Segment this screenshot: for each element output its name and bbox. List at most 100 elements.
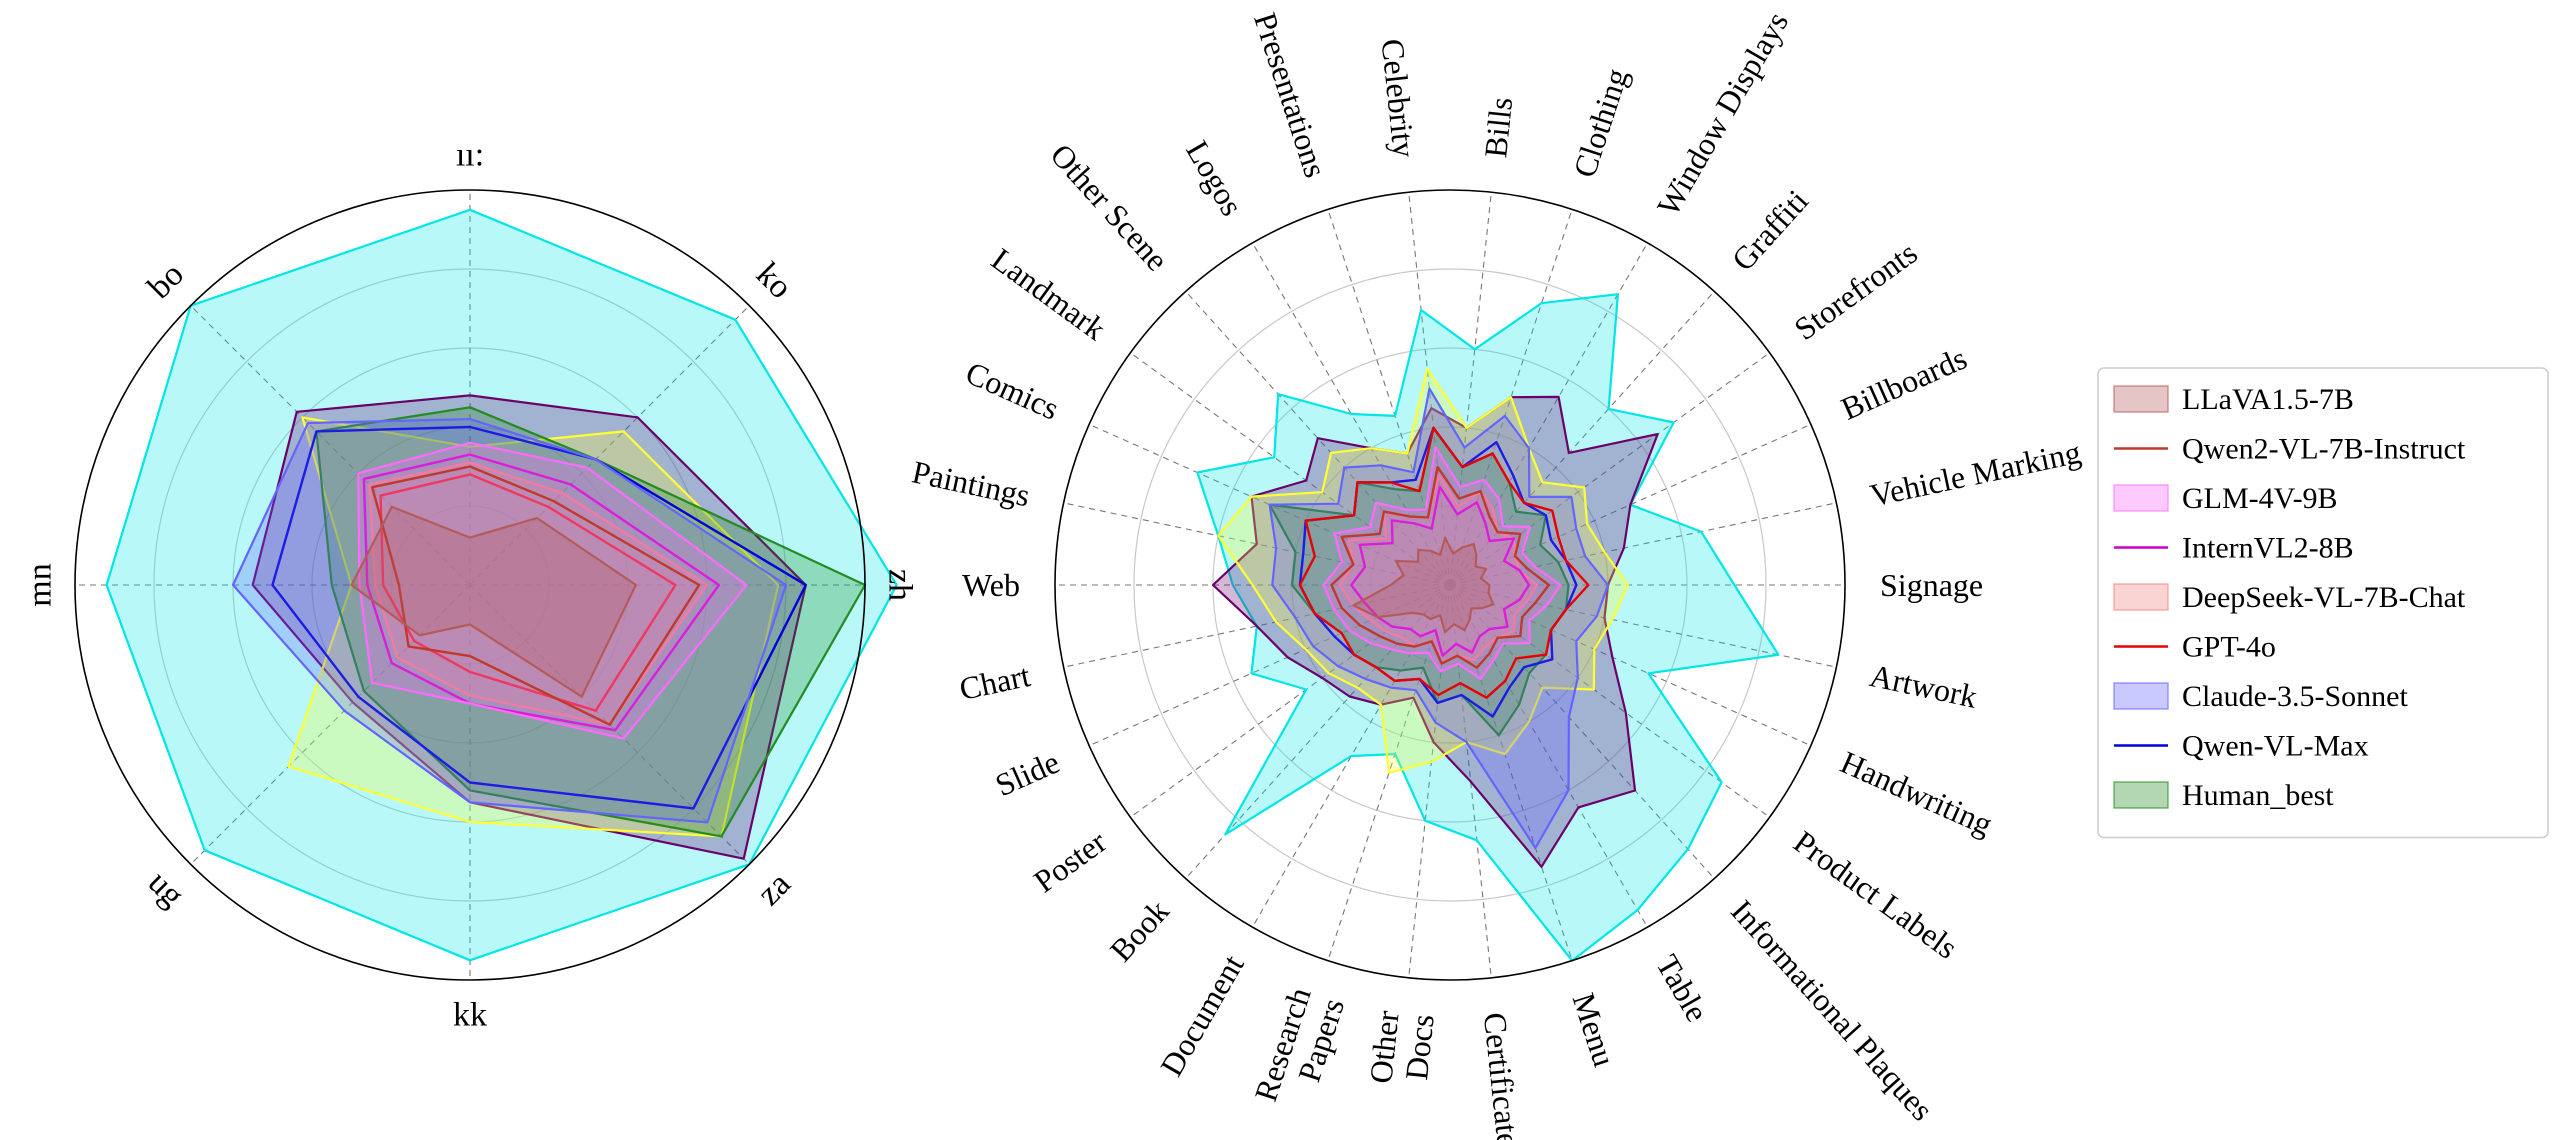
legend-entry: GPT-4o [2114, 631, 2276, 664]
series-qwen2-vl-7b-instruct [371, 465, 701, 726]
legend-entry: InternVL2-8B [2114, 532, 2354, 565]
legend-swatch [2113, 385, 2169, 413]
axis-label-presentations: Presentations [1247, 8, 1334, 181]
axis-label-line: Handwriting [1835, 744, 1997, 843]
axis-label-handwriting: Handwriting [1835, 744, 1997, 843]
axis-label-clothing: Clothing [1566, 64, 1635, 182]
grid-ring [1133, 268, 1767, 902]
axis-label-celebrity: Celebrity [1375, 37, 1423, 159]
axis-label-line: Table [1649, 949, 1715, 1028]
legend-entry: DeepSeek-VL-7B-Chat [2113, 581, 2466, 614]
axis-label-other-scene: Other Scene [1044, 137, 1176, 278]
series-unnamed-11 [1196, 293, 1780, 962]
axis-label-line: Celebrity [1375, 37, 1423, 159]
axis-label-other-docs: OtherDocs [1362, 1009, 1440, 1089]
axis-label-line: Graffiti [1724, 183, 1815, 278]
legend-label: InternVL2-8B [2182, 532, 2354, 565]
axis-label-chart: Chart [956, 657, 1033, 707]
axis-label-line: Comics [960, 354, 1064, 427]
axis-label-web: Web [962, 567, 1020, 603]
legend: LLaVA1.5-7B Qwen2-VL-7B-Instruct GLM-4V-9B… [2097, 367, 2549, 839]
legend-entry: GLM-4V-9B [2113, 482, 2338, 515]
axis-label-bo: bo [141, 256, 191, 306]
axis-label-line: Document [1153, 948, 1251, 1082]
axis-label-kk: kk [453, 997, 487, 1034]
legend-entry: Human_best [2113, 779, 2334, 812]
axis-label-billboards: Billboards [1836, 340, 1972, 427]
axis-label-line: Vehicle Marking [1867, 434, 2084, 514]
axis-label-landmark: Landmark [985, 241, 1113, 347]
legend-label: GPT-4o [2182, 631, 2276, 664]
legend-swatch [2113, 781, 2169, 809]
axis-label-paintings: Paintings [909, 453, 1033, 513]
axis-label-line: Poster [1027, 823, 1113, 899]
axis-label-research-papers: ResearchPapers [1247, 983, 1351, 1117]
axis-label-certificate: Certificate [1477, 1011, 1527, 1140]
axis-label-menu: Menu [1566, 988, 1623, 1070]
axis-label-line: Certificate [1477, 1011, 1527, 1140]
axis-label-bills: Bills [1477, 95, 1519, 159]
axis-label-table: Table [1649, 949, 1715, 1028]
legend-entry: Qwen2-VL-7B-Instruct [2114, 433, 2466, 466]
axis-label-line: Logos [1179, 134, 1250, 221]
axis-label-graffiti: Graffiti [1724, 183, 1815, 278]
series-human-best [315, 406, 867, 838]
series-glm-4v-9b [1322, 446, 1562, 681]
series-internvl2-8b [362, 453, 721, 732]
axis-label-line: Menu [1566, 988, 1623, 1070]
axis-label-storefronts: Storefronts [1787, 234, 1923, 347]
axis-label-line: Other [1362, 1009, 1405, 1086]
legend-label: Human_best [2182, 779, 2334, 812]
left-radar-chart: zh ko ıı: bo mn ug kk za [22, 137, 919, 1034]
axis-label-line: Other Scene [1044, 137, 1176, 278]
legend-label: Qwen-VL-Max [2182, 730, 2369, 763]
series-layer [1196, 293, 1780, 962]
axis-label-document: Document [1153, 948, 1251, 1082]
legend-entry: LLaVA1.5-7B [2113, 383, 2354, 416]
axis-label-line: Signage [1880, 567, 1983, 603]
series-internvl2-8b [1350, 485, 1531, 657]
axis-label-line: Docs [1398, 1013, 1441, 1082]
axis-label-line: Product Labels [1787, 823, 1964, 965]
axis-label-line: Clothing [1566, 64, 1635, 182]
series-deepseek-vl-7b-chat [368, 461, 709, 726]
axis-label-comics: Comics [960, 354, 1064, 427]
axis-label-line: Window Displays [1650, 5, 1796, 221]
legend-frame [2097, 367, 2549, 839]
legend-label: Claude-3.5-Sonnet [2182, 680, 2408, 713]
axis-label-line: Chart [956, 657, 1033, 707]
outer-ring [74, 189, 866, 981]
axis-label-line: Storefronts [1787, 234, 1923, 347]
axis-label-ug: ug [141, 864, 191, 914]
legend-swatch [2113, 583, 2169, 611]
legend-swatch [2113, 484, 2169, 512]
axis-label-x: ıı: [456, 137, 484, 174]
axis-label-za: za [750, 865, 798, 913]
outer-ring [1054, 189, 1846, 981]
series-layer [105, 208, 898, 962]
series-unnamed-11 [105, 208, 898, 962]
legend-label: DeepSeek-VL-7B-Chat [2182, 581, 2466, 614]
axis-label-mn: mn [22, 563, 59, 606]
legend-label: GLM-4V-9B [2182, 482, 2338, 515]
legend-label: Qwen2-VL-7B-Instruct [2182, 433, 2466, 466]
right-radar-chart: Signage Vehicle MarkingBillboardsStorefro… [909, 5, 2084, 1140]
axis-label-line: Slide [990, 744, 1065, 804]
axis-label-signage: Signage [1880, 567, 1983, 603]
axis-label-window-displays: Window Displays [1650, 5, 1796, 221]
axis-label-line: Landmark [985, 241, 1113, 347]
axis-label-logos: Logos [1179, 134, 1250, 221]
axis-label-ko: ko [749, 256, 799, 306]
legend-label: LLaVA1.5-7B [2182, 383, 2354, 416]
axis-label-line: Presentations [1247, 8, 1334, 181]
axis-label-line: Book [1103, 893, 1176, 969]
series-gpt-4o [1298, 426, 1590, 699]
series-unnamed-10 [251, 394, 807, 860]
axis-label-line: Billboards [1836, 340, 1972, 427]
axis-label-line: Bills [1477, 95, 1519, 159]
axis-label-artwork: Artwork [1867, 657, 1981, 715]
axis-label-line: Web [962, 567, 1020, 603]
legend-entry: Qwen-VL-Max [2114, 730, 2369, 763]
series-llava1-5-7b [1352, 536, 1495, 634]
